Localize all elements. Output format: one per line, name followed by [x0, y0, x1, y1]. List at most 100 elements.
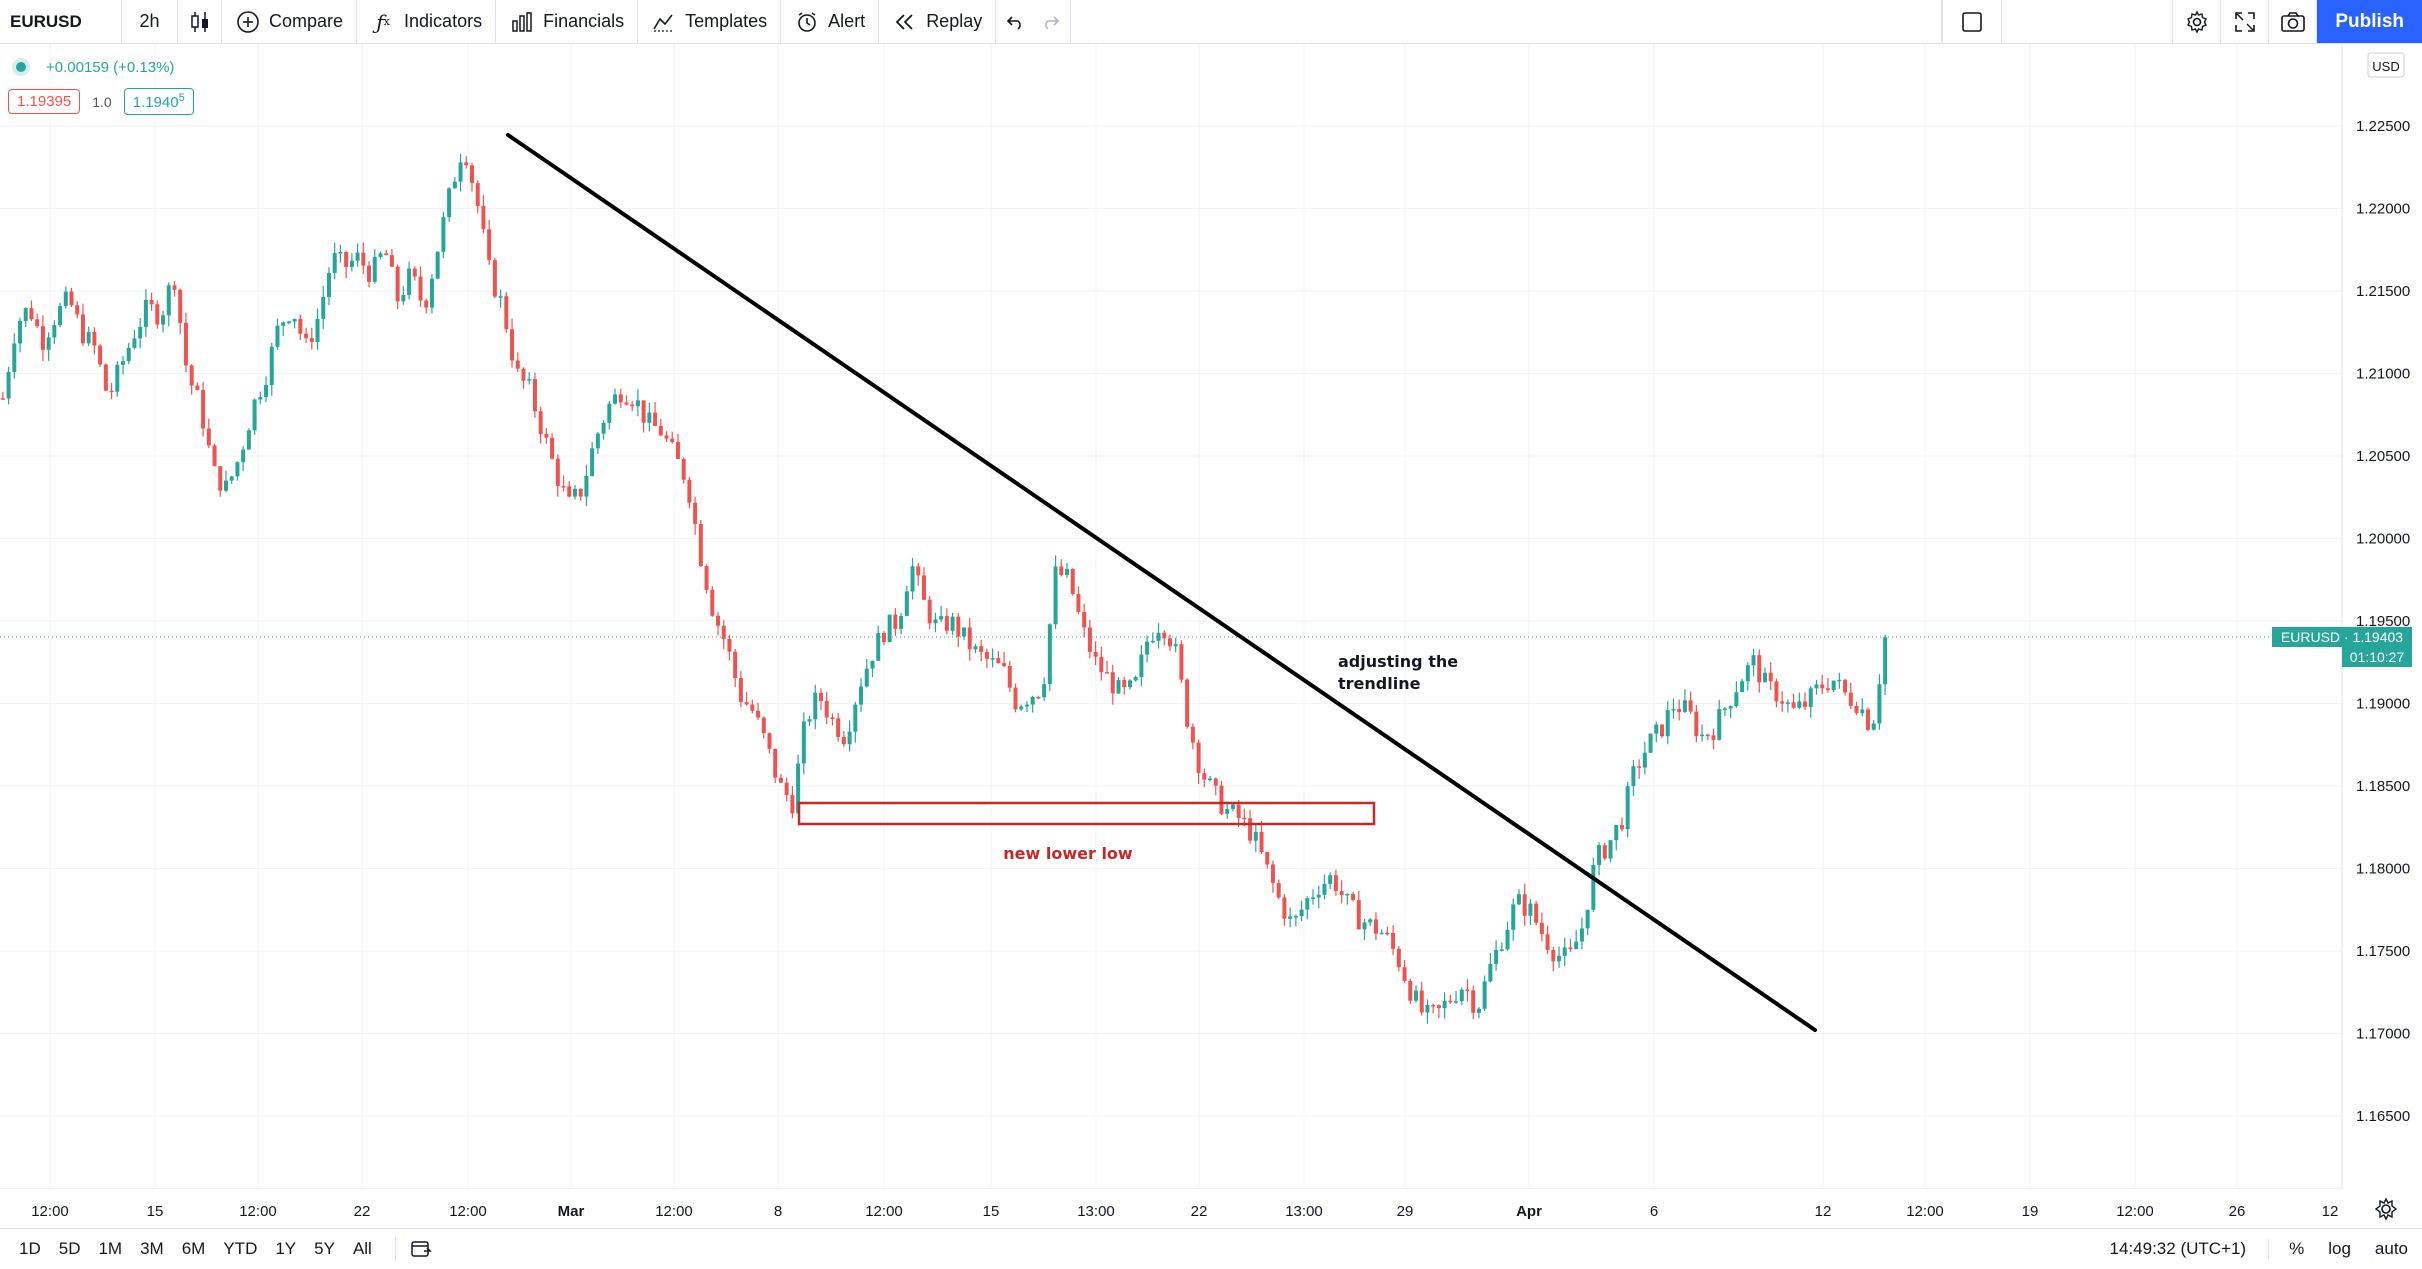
- candle: [1070, 568, 1075, 596]
- candle: [292, 318, 297, 329]
- candle: [1745, 662, 1750, 691]
- candle: [1391, 925, 1396, 956]
- candle: [1425, 999, 1430, 1024]
- candle: [1419, 982, 1424, 1016]
- currency-box[interactable]: [2367, 52, 2405, 78]
- candle: [424, 298, 429, 314]
- snapshot-button[interactable]: [2269, 0, 2318, 43]
- templates-icon: [651, 9, 677, 35]
- candle: [984, 648, 989, 669]
- auto-toggle[interactable]: auto: [2374, 1239, 2408, 1258]
- candle: [1762, 667, 1767, 683]
- candle: [1551, 946, 1556, 972]
- candle: [921, 567, 926, 600]
- price-tick-label: 1.16500: [2356, 1108, 2410, 1125]
- candle: [1002, 651, 1007, 668]
- time-axis[interactable]: 12:00 15 12:00 22 12:00 Mar 12:00 8 12:00 15 13:00…: [0, 1190, 2422, 1229]
- candle: [824, 691, 829, 725]
- axis-settings-icon[interactable]: [2374, 1197, 2398, 1221]
- candle: [412, 266, 417, 281]
- candle: [1665, 701, 1670, 745]
- candle: [939, 605, 944, 623]
- candle: [1688, 691, 1693, 715]
- range-5y[interactable]: 5Y: [314, 1239, 335, 1258]
- candle: [1797, 692, 1802, 710]
- candle: [956, 613, 961, 648]
- candle: [1631, 760, 1636, 796]
- symbol-search[interactable]: EURUSD: [0, 0, 122, 43]
- candle: [595, 431, 600, 454]
- candle: [121, 356, 126, 375]
- time-tick-label: 22: [1191, 1203, 1208, 1220]
- candle: [1053, 555, 1058, 629]
- range-ytd[interactable]: YTD: [223, 1239, 258, 1258]
- candle: [910, 558, 915, 600]
- fullscreen-button[interactable]: [2221, 0, 2270, 43]
- candle: [670, 431, 675, 444]
- price-tick-label: 1.17500: [2356, 943, 2410, 960]
- range-all[interactable]: All: [352, 1239, 372, 1258]
- compare-button[interactable]: Compare: [222, 0, 358, 43]
- candle: [1265, 851, 1270, 869]
- buy-price-button[interactable]: 1.19405: [123, 88, 194, 115]
- time-tick-label: 29: [1397, 1203, 1414, 1220]
- range-5d[interactable]: 5D: [58, 1239, 81, 1258]
- replay-button[interactable]: Replay: [879, 0, 997, 43]
- undo-icon[interactable]: [1006, 13, 1026, 31]
- interval-button[interactable]: 2h: [122, 0, 178, 43]
- sell-price-button[interactable]: 1.19395: [8, 89, 81, 114]
- alert-button[interactable]: Alert: [781, 0, 880, 43]
- candle: [1591, 857, 1596, 912]
- candle: [733, 648, 738, 688]
- range-3m[interactable]: 3M: [140, 1239, 164, 1258]
- time-tick-label: 12: [2322, 1203, 2339, 1220]
- candle: [716, 612, 721, 636]
- candle: [864, 658, 869, 688]
- candle: [1024, 701, 1029, 713]
- change-value: +0.00159 (+0.13%): [46, 58, 175, 76]
- financials-button[interactable]: Financials: [496, 0, 639, 43]
- range-1y[interactable]: 1Y: [275, 1239, 297, 1258]
- percent-toggle[interactable]: %: [2289, 1239, 2305, 1258]
- candle: [950, 612, 955, 636]
- trendline[interactable]: [506, 133, 1817, 1032]
- goto-date-icon[interactable]: [410, 1239, 432, 1259]
- chart-area[interactable]: USD 1.22500 1.22000 1.21500 1.21000 1.20500 1…: [0, 44, 2422, 1221]
- candle: [35, 313, 40, 329]
- settings-button[interactable]: [2173, 0, 2222, 43]
- lower-low-box[interactable]: [797, 801, 1376, 826]
- range-1d[interactable]: 1D: [19, 1239, 41, 1258]
- layout-button[interactable]: [1942, 0, 2003, 43]
- candle: [904, 585, 909, 617]
- publish-button[interactable]: Publish: [2317, 0, 2422, 43]
- templates-button[interactable]: Templates: [638, 0, 782, 43]
- price-tick-label: 1.22500: [2356, 118, 2410, 135]
- candle: [12, 333, 17, 379]
- candle: [1225, 801, 1230, 819]
- candle: [681, 457, 686, 484]
- candle: [1030, 695, 1035, 713]
- candle: [367, 261, 372, 288]
- candle: [1356, 890, 1361, 930]
- candle: [161, 310, 166, 333]
- time-tick-label: 26: [2229, 1203, 2246, 1220]
- candle: [1190, 723, 1195, 750]
- candle: [1276, 879, 1281, 900]
- candle: [349, 253, 354, 272]
- candle: [1133, 675, 1138, 682]
- candle: [738, 670, 743, 708]
- price-chart[interactable]: USD 1.225001.220001.215001.210001.205001…: [0, 44, 2422, 1189]
- chart-type-button[interactable]: [178, 0, 222, 43]
- log-toggle[interactable]: log: [2328, 1239, 2351, 1258]
- redo-icon[interactable]: [1040, 13, 1060, 31]
- candle: [1654, 721, 1659, 743]
- candle: [1614, 824, 1619, 851]
- candle: [1087, 619, 1092, 659]
- clock-timezone[interactable]: 14:49:32 (UTC+1): [2110, 1239, 2270, 1259]
- candle: [962, 627, 967, 641]
- bottom-right-group: 14:49:32 (UTC+1) % log auto: [2110, 1239, 2422, 1259]
- range-1m[interactable]: 1M: [98, 1239, 123, 1258]
- candle: [1637, 759, 1642, 780]
- range-6m[interactable]: 6M: [181, 1239, 206, 1258]
